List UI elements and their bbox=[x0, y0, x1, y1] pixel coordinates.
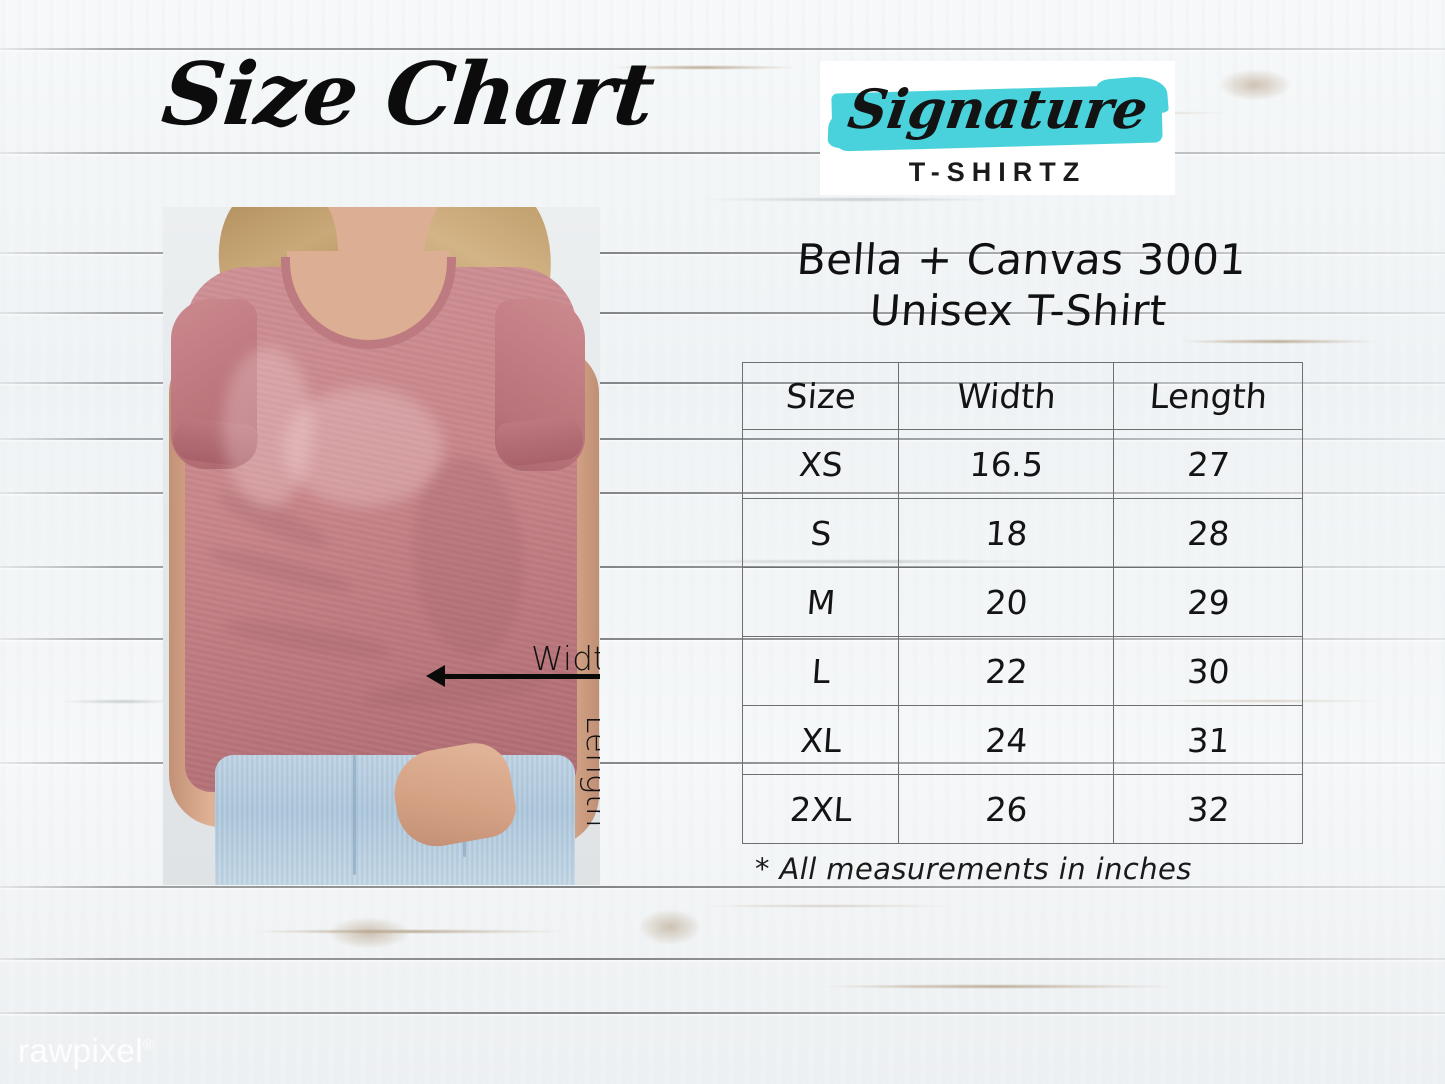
column-header-length: Length bbox=[1111, 362, 1305, 430]
plank-seam bbox=[0, 566, 1445, 568]
plank-seam bbox=[0, 958, 1445, 960]
cell-size: S bbox=[740, 498, 901, 568]
watermark-text: rawpixel bbox=[18, 1032, 144, 1069]
size-chart-table: Size Width Length XS 16.5 27 S 18 28 M 2… bbox=[740, 362, 1305, 844]
cell-length: 27 bbox=[1111, 429, 1305, 499]
cell-width: 20 bbox=[896, 567, 1116, 637]
plank-seam bbox=[0, 48, 1445, 50]
cell-size: L bbox=[740, 636, 901, 706]
plank-seam bbox=[0, 382, 1445, 384]
cell-width: 24 bbox=[896, 705, 1116, 775]
wood-knot bbox=[640, 910, 700, 944]
table-row: L 22 30 bbox=[740, 636, 1305, 706]
logo-subtitle-text: T-SHIRTZ bbox=[908, 157, 1087, 187]
plank-seam bbox=[0, 1012, 1445, 1014]
length-label: Length bbox=[579, 715, 600, 828]
fabric-highlight bbox=[283, 387, 443, 507]
wood-grain bbox=[640, 560, 1060, 563]
width-measurement-arrow bbox=[426, 665, 600, 687]
cell-size: XS bbox=[740, 429, 901, 499]
cell-size: 2XL bbox=[740, 774, 901, 844]
plank-seam bbox=[0, 886, 1445, 888]
measurement-units-footnote: * All measurements in inches bbox=[755, 852, 1192, 886]
cell-width: 16.5 bbox=[896, 429, 1116, 499]
model-photo: Width Length bbox=[163, 207, 600, 885]
wood-knot bbox=[1220, 70, 1290, 100]
wood-grain bbox=[610, 66, 800, 69]
product-heading: Bella + Canvas 3001 Unisex T-Shirt bbox=[731, 234, 1308, 336]
plank-seam bbox=[0, 638, 1445, 640]
watermark-registered-mark: ® bbox=[143, 1037, 155, 1054]
table-row: M 20 29 bbox=[740, 567, 1305, 637]
rawpixel-watermark: rawpixel® bbox=[18, 1032, 155, 1070]
column-header-size: Size bbox=[740, 362, 901, 430]
plank-seam bbox=[0, 762, 1445, 764]
plank-seam bbox=[0, 152, 1445, 154]
cell-size: M bbox=[740, 567, 901, 637]
table-header-row: Size Width Length bbox=[740, 362, 1305, 430]
product-heading-line-1: Bella + Canvas 3001 bbox=[795, 235, 1249, 284]
table-row: 2XL 26 32 bbox=[740, 774, 1305, 844]
model-jeans bbox=[215, 755, 575, 885]
wood-grain bbox=[700, 905, 960, 907]
cell-length: 30 bbox=[1111, 636, 1305, 706]
wood-grain bbox=[820, 985, 1180, 988]
cell-length: 28 bbox=[1111, 498, 1305, 568]
page-title: Size Chart bbox=[157, 44, 659, 145]
plank-seam bbox=[0, 252, 1445, 254]
cell-width: 22 bbox=[896, 636, 1116, 706]
wood-grain bbox=[1180, 340, 1380, 343]
cell-length: 31 bbox=[1111, 705, 1305, 775]
logo-script-text: Signature bbox=[844, 77, 1152, 141]
cell-length: 32 bbox=[1111, 774, 1305, 844]
wood-grain bbox=[700, 198, 1000, 201]
wood-grain bbox=[250, 930, 570, 933]
fabric-highlight bbox=[223, 347, 313, 507]
wood-grain bbox=[1150, 700, 1390, 702]
column-header-width: Width bbox=[896, 362, 1116, 430]
cell-width: 26 bbox=[896, 774, 1116, 844]
plank-seam bbox=[0, 492, 1445, 494]
width-label: Width bbox=[531, 639, 600, 678]
product-heading-line-2: Unisex T-Shirt bbox=[868, 286, 1169, 336]
cell-length: 29 bbox=[1111, 567, 1305, 637]
brand-logo: Signature T-SHIRTZ bbox=[820, 61, 1175, 195]
plank-seam bbox=[0, 312, 1445, 314]
table-row: S 18 28 bbox=[740, 498, 1305, 568]
plank-seam bbox=[0, 438, 1445, 440]
wood-knot bbox=[330, 918, 408, 948]
table-row: XS 16.5 27 bbox=[740, 429, 1305, 499]
table-row: XL 24 31 bbox=[740, 705, 1305, 775]
wood-grain bbox=[60, 700, 180, 703]
cell-size: XL bbox=[740, 705, 901, 775]
jeans-seam bbox=[353, 755, 356, 875]
cell-width: 18 bbox=[896, 498, 1116, 568]
